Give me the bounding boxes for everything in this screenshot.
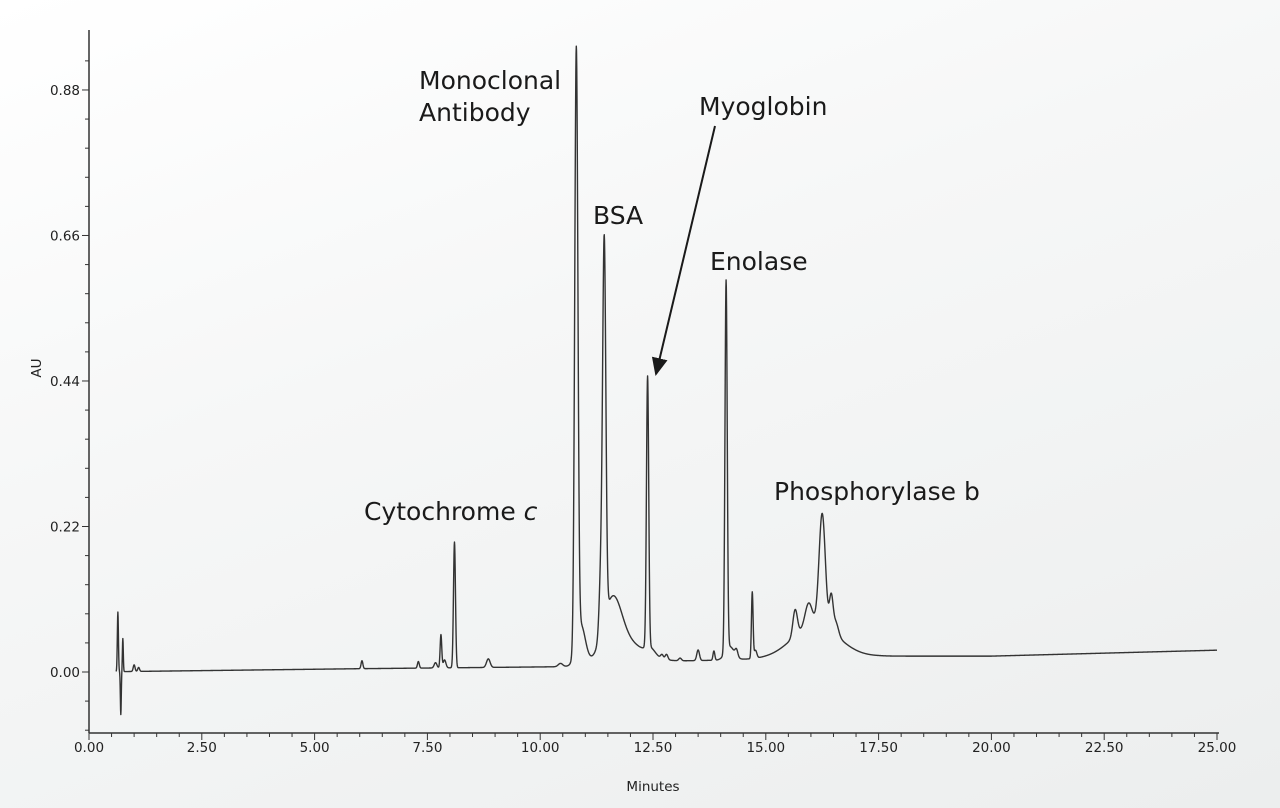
y-tick-label: 0.44 <box>50 374 80 390</box>
x-tick-label: 7.50 <box>412 740 442 756</box>
x-axis-title: Minutes <box>626 779 679 795</box>
annotation-monoclonal-line1: Monoclonal <box>419 66 561 95</box>
y-tick-label: 0.66 <box>50 228 80 244</box>
y-tick-label: 0.22 <box>50 519 80 535</box>
x-tick-label: 10.00 <box>521 740 560 756</box>
annotation-enolase: Enolase <box>710 247 808 276</box>
y-tick-label: 0.88 <box>50 83 80 99</box>
x-tick-label: 15.00 <box>746 740 785 756</box>
annotation-monoclonal-line2: Antibody <box>419 98 531 127</box>
y-axis-title: AU <box>29 358 45 377</box>
x-tick-label: 2.50 <box>187 740 217 756</box>
x-tick-label: 20.00 <box>972 740 1011 756</box>
annotation-phosphorylase-b: Phosphorylase b <box>774 477 980 506</box>
chromatogram-trace <box>115 45 1218 716</box>
axis-ticks: 0.00 2.50 5.00 7.50 10.00 12.50 15.00 17.50 20.0… <box>50 60 1237 756</box>
x-tick-label: 0.00 <box>74 740 104 756</box>
annotation-cytochrome-c: Cytochrome c <box>364 497 538 526</box>
x-tick-label: 5.00 <box>300 740 330 756</box>
x-tick-label: 12.50 <box>634 740 673 756</box>
x-tick-label: 25.00 <box>1198 740 1237 756</box>
cytochrome-text: Cytochrome <box>364 497 524 526</box>
myoglobin-arrow <box>651 125 716 376</box>
cytochrome-italic-c: c <box>524 497 538 526</box>
x-tick-label: 17.50 <box>859 740 898 756</box>
x-tick-label: 22.50 <box>1085 740 1124 756</box>
annotation-bsa: BSA <box>593 201 643 230</box>
annotation-myoglobin: Myoglobin <box>699 92 827 121</box>
y-tick-label: 0.00 <box>50 665 80 681</box>
